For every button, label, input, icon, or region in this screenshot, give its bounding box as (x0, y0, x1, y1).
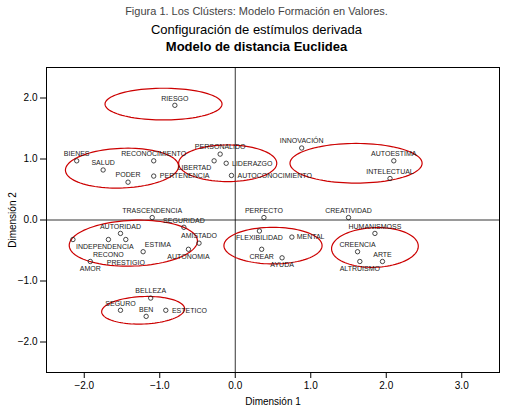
svg-text:AUTORIDAD: AUTORIDAD (100, 223, 141, 230)
svg-text:INNOVACIÓN: INNOVACIÓN (280, 136, 324, 144)
svg-text:CREAR: CREAR (249, 253, 274, 260)
svg-text:TRASCENDENCIA: TRASCENDENCIA (122, 207, 182, 214)
svg-text:AUTOESTIMA: AUTOESTIMA (371, 150, 417, 157)
svg-text:CREENCIA: CREENCIA (339, 241, 376, 248)
svg-text:SEGURO: SEGURO (105, 300, 136, 307)
svg-text:PERFECTO: PERFECTO (245, 207, 284, 214)
svg-text:2.0: 2.0 (379, 380, 393, 391)
svg-text:INDEPENDENCIA: INDEPENDENCIA (76, 243, 134, 250)
svg-text:PERTENENCIA: PERTENENCIA (160, 172, 210, 179)
svg-text:ALTRUISMO: ALTRUISMO (340, 265, 381, 272)
svg-text:0.0: 0.0 (24, 214, 38, 225)
svg-text:Dimensión 1: Dimensión 1 (245, 396, 301, 407)
svg-text:AUTOCONOCIMIENTO: AUTOCONOCIMIENTO (237, 172, 312, 179)
svg-text:1.0: 1.0 (24, 153, 38, 164)
html-text:Configuración de estímulos der: Configuración de estímulos derivada (151, 22, 362, 37)
svg-text:BEN: BEN (139, 306, 153, 313)
svg-text:2.0: 2.0 (24, 92, 38, 103)
svg-text:AMOR: AMOR (80, 265, 101, 272)
svg-text:RECONO: RECONO (93, 251, 124, 258)
svg-text:AUTONOMIA: AUTONOMIA (167, 253, 210, 260)
svg-text:PERSONALIDO: PERSONALIDO (195, 143, 246, 150)
svg-text:ESTIMA: ESTIMA (145, 241, 171, 248)
svg-text:HUMANISMOSS: HUMANISMOSS (348, 223, 401, 230)
svg-text:0.0: 0.0 (228, 380, 242, 391)
svg-text:3.0: 3.0 (455, 380, 469, 391)
svg-text:MENTAL: MENTAL (297, 233, 325, 240)
svg-text:−2.0: −2.0 (18, 336, 38, 347)
svg-text:RIESGO: RIESGO (161, 95, 189, 102)
svg-text:−2.0: −2.0 (74, 380, 94, 391)
svg-text:−1.0: −1.0 (18, 275, 38, 286)
svg-text:LIBERTAD: LIBERTAD (178, 164, 212, 171)
svg-text:AMISTADO: AMISTADO (181, 232, 218, 239)
html-text:Figura 1. Los Clústers: Modelo: Figura 1. Los Clústers: Modelo Formación… (125, 5, 388, 17)
html-text:Modelo de distancia Euclidea: Modelo de distancia Euclidea (165, 39, 348, 54)
svg-text:ESTETICO: ESTETICO (172, 307, 208, 314)
svg-text:AYUDA: AYUDA (270, 261, 294, 268)
svg-text:ARTE: ARTE (373, 251, 392, 258)
svg-text:−1.0: −1.0 (150, 380, 170, 391)
svg-text:SALUD: SALUD (91, 159, 114, 166)
svg-text:BIENES: BIENES (64, 150, 90, 157)
svg-text:CREATIVIDAD: CREATIVIDAD (325, 207, 372, 214)
svg-text:RECONOCIMIENTO: RECONOCIMIENTO (121, 150, 186, 157)
svg-text:FLEXIBILIDAD: FLEXIBILIDAD (236, 234, 283, 241)
svg-text:Dimensión 2: Dimensión 2 (7, 192, 18, 248)
svg-text:PODER: PODER (116, 171, 141, 178)
svg-text:LIDERAZGO: LIDERAZGO (232, 160, 273, 167)
svg-text:1.0: 1.0 (304, 380, 318, 391)
svg-text:INTELECTUAL: INTELECTUAL (366, 168, 414, 175)
svg-text:PRESTIGIO: PRESTIGIO (107, 259, 146, 266)
svg-text:SEGURIDAD: SEGURIDAD (163, 217, 205, 224)
svg-text:BELLEZA: BELLEZA (135, 287, 166, 294)
